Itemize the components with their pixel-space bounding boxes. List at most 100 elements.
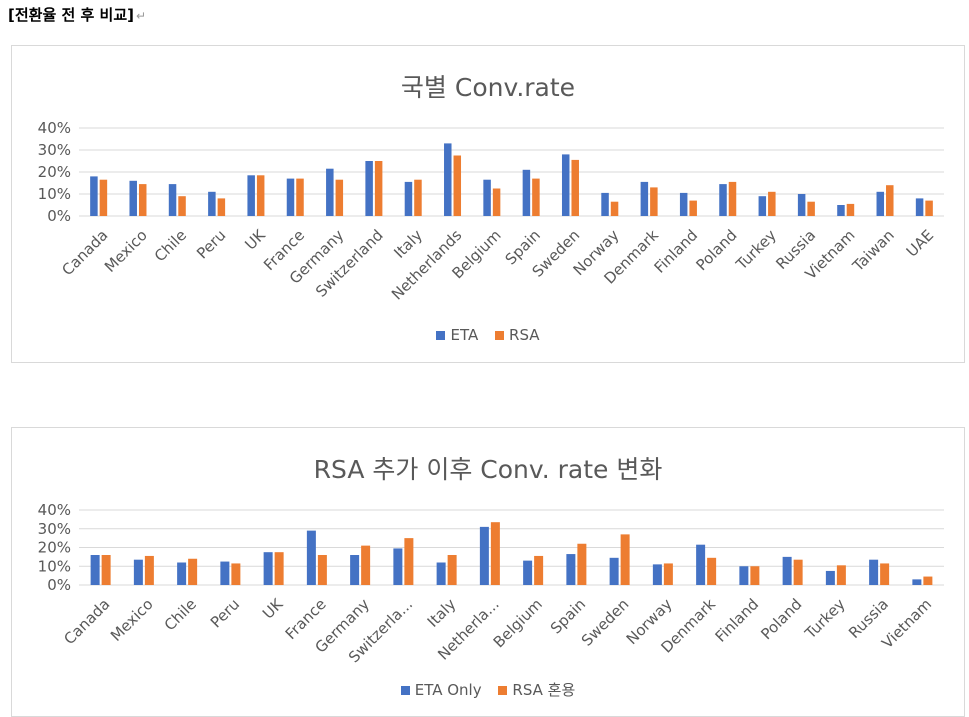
bar-series-2-17 bbox=[768, 191, 776, 216]
x-tick-label: UK bbox=[259, 594, 287, 622]
bar-series-2-18 bbox=[880, 563, 890, 585]
bar-series-1-18 bbox=[869, 559, 879, 585]
chart-title: RSA 추가 이후 Conv. rate 변화 bbox=[313, 455, 663, 484]
bar-series-1-19 bbox=[837, 205, 845, 216]
bar-series-2-5 bbox=[317, 555, 327, 585]
legend-label-rsa-mixed: RSA 혼용 bbox=[512, 681, 576, 699]
bar-series-2-1 bbox=[138, 184, 147, 216]
bar-series-2-21 bbox=[925, 200, 933, 216]
bar-series-1-12 bbox=[561, 154, 570, 216]
legend-swatch-rsa-mixed bbox=[498, 686, 508, 695]
bar-series-1-10 bbox=[483, 179, 491, 216]
bar-series-2-16 bbox=[728, 181, 737, 216]
legend-item-rsa-mixed: RSA 혼용 bbox=[498, 679, 575, 700]
bar-series-2-17 bbox=[836, 565, 846, 585]
x-tick-label: Peru bbox=[193, 226, 229, 262]
bar-series-1-8 bbox=[436, 562, 446, 585]
bar-series-1-5 bbox=[286, 178, 295, 216]
bar-series-2-9 bbox=[453, 155, 462, 216]
bar-series-1-7 bbox=[365, 161, 373, 216]
return-mark: ↵ bbox=[135, 9, 147, 23]
bar-series-1-2 bbox=[177, 562, 187, 585]
legend-label-eta-only: ETA Only bbox=[414, 681, 482, 699]
x-tick-label: Canada bbox=[60, 595, 113, 648]
chart-legend: ETA RSA bbox=[12, 326, 964, 344]
bar-series-1-5 bbox=[306, 530, 316, 585]
x-tick-label: Canada bbox=[58, 226, 111, 279]
bar-series-2-3 bbox=[231, 563, 241, 585]
bar-series-1-11 bbox=[566, 554, 576, 585]
x-tick-label: Turkey bbox=[732, 226, 780, 274]
y-tick-label: 40% bbox=[38, 501, 71, 519]
bar-series-1-3 bbox=[220, 561, 230, 585]
bar-series-2-14 bbox=[707, 557, 717, 585]
bar-series-1-1 bbox=[129, 180, 137, 216]
bar-series-1-3 bbox=[208, 191, 216, 216]
x-tick-label: UK bbox=[241, 225, 269, 253]
chart-rsa-conv-rate-change: RSA 추가 이후 Conv. rate 변화 0% 10% 20% 30% 40% Ca… bbox=[11, 427, 965, 717]
chart-country-conv-rate: 국별 Conv.rate 0% 10% 20% 30% 40% Canada Mexico C… bbox=[11, 45, 965, 363]
y-tick-label: 10% bbox=[38, 557, 71, 575]
x-tick-label: Poland bbox=[757, 595, 805, 643]
y-tick-label: 10% bbox=[38, 185, 71, 203]
bar-series-1-0 bbox=[90, 176, 98, 216]
bar-series-1-15 bbox=[679, 192, 688, 216]
bar-series-2-9 bbox=[490, 522, 500, 585]
y-tick-label: 20% bbox=[38, 163, 71, 181]
bar-series-1-16 bbox=[719, 184, 727, 216]
bar-series-1-11 bbox=[522, 169, 531, 216]
bar-series-2-19 bbox=[846, 203, 855, 216]
legend-swatch-eta-only bbox=[400, 686, 410, 695]
bar-series-2-14 bbox=[650, 187, 658, 216]
bar-series-2-6 bbox=[361, 545, 371, 585]
bar-series-1-0 bbox=[90, 555, 100, 585]
y-tick-label: 20% bbox=[38, 539, 71, 557]
bar-series-1-4 bbox=[263, 552, 273, 585]
bar-series-1-13 bbox=[652, 564, 662, 585]
x-tick-label: UAE bbox=[903, 226, 937, 260]
x-tick-label: Mexico bbox=[107, 595, 157, 645]
bar-series-2-4 bbox=[274, 552, 284, 585]
bar-series-2-11 bbox=[532, 178, 540, 216]
legend-swatch-rsa bbox=[495, 331, 505, 340]
bar-series-1-20 bbox=[876, 191, 885, 216]
bar-series-1-6 bbox=[350, 555, 360, 585]
bar-series-2-1 bbox=[144, 555, 154, 585]
bar-series-1-16 bbox=[782, 556, 792, 585]
page-heading: [전환율 전 후 비교] ↵ bbox=[8, 4, 146, 25]
legend-label-rsa: RSA bbox=[509, 326, 540, 344]
x-tick-label: Turkey bbox=[801, 595, 849, 643]
bar-series-2-0 bbox=[99, 179, 108, 216]
x-tick-label: Poland bbox=[692, 226, 740, 274]
bar-series-2-16 bbox=[793, 559, 803, 585]
bar-series-2-10 bbox=[492, 188, 501, 216]
legend-item-eta-only: ETA Only bbox=[400, 681, 482, 699]
legend-item-eta: ETA bbox=[436, 326, 478, 344]
bar-series-1-12 bbox=[609, 557, 619, 585]
y-tick-label: 30% bbox=[38, 520, 71, 538]
bar-series-1-21 bbox=[915, 198, 924, 216]
bar-series-2-18 bbox=[807, 201, 815, 216]
bar-series-1-13 bbox=[601, 192, 609, 216]
bar-series-1-8 bbox=[404, 181, 413, 216]
x-tick-label: Mexico bbox=[101, 226, 151, 276]
bar-series-2-4 bbox=[256, 175, 265, 216]
bar-series-2-2 bbox=[178, 196, 186, 216]
x-tick-label: Finland bbox=[651, 226, 702, 277]
bar-series-1-9 bbox=[479, 526, 489, 585]
bar-series-1-6 bbox=[326, 168, 334, 216]
bar-series-1-9 bbox=[444, 143, 452, 216]
x-tick-label: Italy bbox=[424, 595, 460, 631]
bar-series-2-7 bbox=[374, 161, 383, 216]
x-tick-label: Chile bbox=[151, 226, 190, 265]
x-tick-label: Finland bbox=[712, 595, 763, 646]
page-heading-text: [전환율 전 후 비교] bbox=[8, 6, 134, 24]
bar-series-1-15 bbox=[739, 566, 749, 585]
bar-series-2-13 bbox=[663, 563, 673, 585]
bar-series-2-20 bbox=[886, 185, 894, 216]
bar-series-2-2 bbox=[188, 558, 198, 585]
bar-series-2-0 bbox=[101, 555, 111, 585]
bar-series-1-18 bbox=[797, 194, 806, 216]
bar-series-2-15 bbox=[689, 200, 697, 216]
